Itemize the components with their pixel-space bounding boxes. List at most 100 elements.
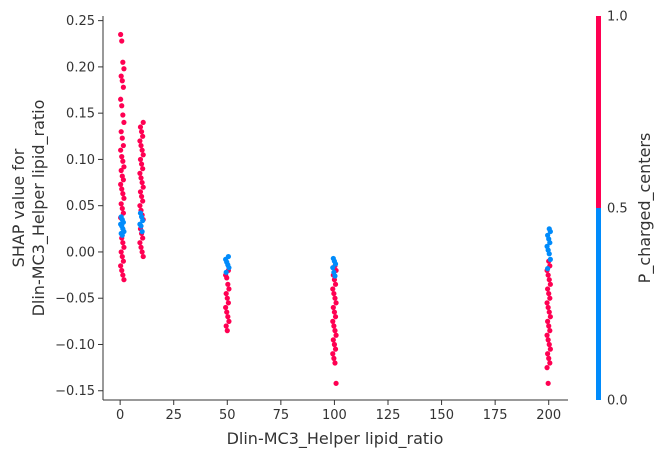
data-point-high (544, 365, 550, 371)
data-point-low (547, 256, 553, 262)
data-point-high (118, 73, 124, 79)
data-point-low (139, 228, 145, 235)
data-point-high (546, 290, 552, 297)
data-point-high (140, 119, 146, 126)
data-point-high (225, 300, 231, 306)
data-point-high (118, 263, 124, 269)
data-point-high (545, 318, 551, 324)
data-point-high (224, 295, 230, 301)
data-points (118, 31, 553, 386)
data-point-high (120, 84, 126, 90)
y-axis-title-line1: SHAP value for (9, 148, 28, 267)
data-point-high (119, 78, 125, 84)
data-point-high (120, 142, 126, 149)
y-tick-label: 0.05 (66, 199, 95, 214)
data-point-high (546, 355, 552, 361)
data-point-high (330, 337, 336, 343)
data-point-high (118, 201, 124, 207)
y-tick-label: 0.10 (66, 153, 95, 168)
colorbar-tick-label: 1.0 (607, 10, 628, 25)
x-tick-label: 50 (219, 408, 236, 423)
data-point-high (547, 346, 553, 352)
data-point-high (137, 170, 143, 176)
data-point-high (331, 309, 338, 315)
x-tick-label: 150 (429, 408, 454, 423)
x-tick-label: 175 (483, 408, 508, 423)
data-point-high (332, 314, 339, 320)
data-point-high (226, 318, 232, 324)
data-point-high (119, 38, 125, 44)
data-point-high (137, 203, 143, 209)
data-point-high (140, 152, 146, 158)
x-axis-title: Dlin-MC3_Helper lipid_ratio (227, 429, 444, 449)
data-point-high (332, 295, 338, 301)
data-point-high (224, 328, 230, 334)
data-point-high (224, 275, 230, 281)
data-point-high (121, 277, 127, 283)
data-point-high (226, 286, 232, 292)
data-point-low (547, 228, 553, 235)
y-tick-label: −0.15 (55, 384, 95, 399)
data-point-high (545, 380, 551, 386)
data-point-high (140, 133, 146, 139)
data-point-high (119, 154, 125, 160)
data-point-high (119, 253, 125, 260)
data-point-high (140, 184, 146, 190)
data-point-high (139, 147, 145, 153)
x-tick-label: 75 (273, 408, 290, 423)
data-point-high (140, 198, 146, 204)
data-point-high (121, 119, 127, 126)
y-axis-title-line2: Dlin-MC3_Helper lipid_ratio (29, 100, 49, 317)
data-point-high (118, 96, 124, 102)
data-point-high (223, 304, 229, 311)
data-point-high (547, 281, 553, 287)
data-point-high (547, 328, 553, 334)
data-point-high (225, 281, 231, 287)
data-point-high (118, 167, 124, 174)
data-point-high (332, 328, 338, 334)
data-point-high (120, 158, 126, 164)
data-point-low (138, 223, 144, 229)
colorbar-tick-label: 0.0 (607, 394, 628, 409)
data-point-low (546, 251, 552, 257)
data-point-high (544, 332, 550, 338)
data-point-high (119, 205, 125, 212)
y-tick-label: 0.15 (66, 107, 95, 122)
data-point-high (546, 341, 552, 348)
y-tick-label: −0.05 (55, 292, 95, 307)
data-point-high (119, 186, 125, 192)
data-point-high (137, 124, 144, 130)
data-point-high (119, 103, 125, 109)
data-point-high (120, 59, 126, 65)
data-point-high (224, 309, 230, 315)
data-point-high (331, 323, 337, 329)
x-tick-label: 25 (165, 408, 182, 423)
data-point-low (119, 232, 125, 238)
data-point-high (547, 295, 553, 301)
data-point-high (138, 193, 145, 200)
data-point-high (332, 281, 339, 287)
data-point-high (332, 360, 338, 366)
data-point-high (121, 164, 127, 170)
data-point-high (223, 290, 229, 297)
data-point-high (120, 177, 126, 183)
data-point-low (330, 265, 336, 271)
data-point-high (137, 189, 144, 195)
data-point-low (226, 265, 232, 271)
colorbar-title: P_charged_centers (635, 133, 655, 284)
data-point-high (545, 304, 551, 311)
data-point-high (546, 309, 552, 315)
data-point-high (139, 249, 145, 255)
data-point-high (121, 195, 127, 201)
data-point-high (121, 244, 127, 250)
y-tick-label: 0.25 (66, 14, 95, 29)
data-point-high (119, 135, 125, 141)
data-point-high (137, 240, 143, 246)
data-point-high (544, 300, 550, 306)
data-point-low (547, 240, 553, 246)
x-tick-label: 100 (322, 408, 347, 423)
data-point-high (140, 166, 146, 172)
data-point-high (119, 267, 125, 274)
data-point-high (120, 272, 126, 278)
colorbar (596, 16, 601, 400)
